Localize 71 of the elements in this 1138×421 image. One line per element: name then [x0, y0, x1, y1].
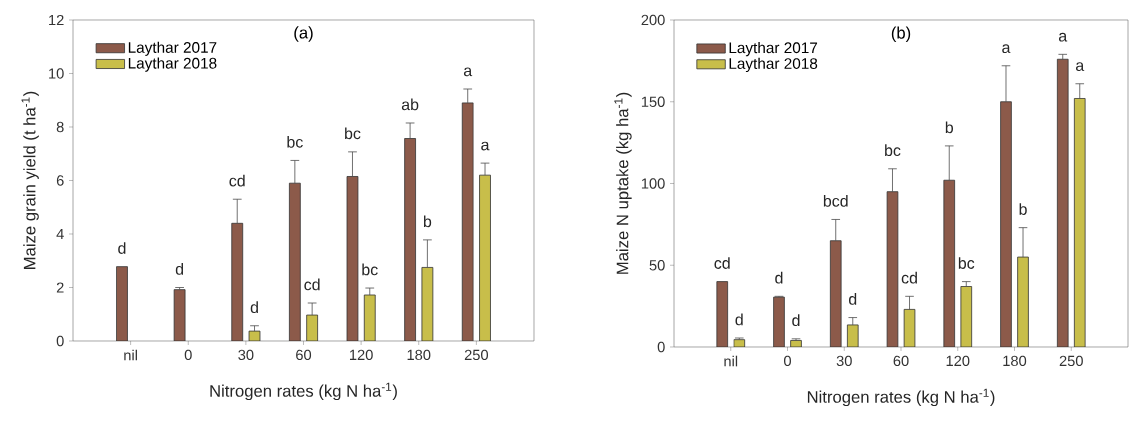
data-label: d — [792, 314, 800, 327]
bar — [116, 266, 128, 341]
data-label: d — [848, 293, 857, 305]
legend-label: Laythar 2018 — [128, 57, 217, 72]
x-tick-label: 120 — [349, 349, 373, 361]
y-axis-title: Maize N uptake (kg ha$^{-1}$) — [614, 92, 632, 274]
y-tick-label: 12 — [49, 14, 64, 26]
x-axis-title: Nitrogen rates (kg N ha$^{-1}$) — [210, 382, 397, 401]
data-label: d — [250, 301, 258, 314]
bar — [288, 182, 301, 341]
y-tick-label: 8 — [56, 121, 64, 133]
x-tick-label: 0 — [184, 349, 192, 361]
y-tick-label: 10 — [49, 68, 64, 79]
data-label: a — [1058, 32, 1068, 42]
y-tick-label: 0 — [56, 335, 64, 347]
data-label: d — [775, 271, 783, 284]
x-tick-label: 250 — [464, 349, 489, 361]
bar — [404, 138, 416, 341]
data-label: d — [735, 313, 743, 326]
x-tick-label: nil — [724, 355, 738, 367]
legend-label: Laythar 2018 — [729, 57, 818, 73]
data-label: d — [175, 263, 184, 275]
y-tick-label: 150 — [641, 96, 665, 107]
x-tick-label: nil — [124, 349, 137, 361]
data-label: d — [118, 242, 126, 254]
bar — [461, 102, 474, 341]
data-label: b — [945, 121, 954, 134]
y-tick-label: 200 — [641, 14, 665, 26]
y-tick-label: 4 — [56, 228, 64, 240]
data-label: cd — [304, 278, 320, 291]
data-label: cd — [229, 174, 245, 187]
x-tick-label: 60 — [893, 355, 909, 367]
chart-title: (a) — [294, 26, 313, 42]
y-tick-label: 6 — [56, 175, 64, 186]
data-label: bc — [287, 135, 303, 148]
y-axis-title: Maize grain yield (t ha$^{-1}$) — [21, 91, 39, 269]
x-tick-label: 250 — [1059, 355, 1083, 367]
bar — [1017, 256, 1029, 347]
y-tick-label: 50 — [649, 260, 665, 271]
x-tick-label: 120 — [946, 355, 970, 367]
data-label: bc — [345, 127, 361, 140]
bar — [1000, 101, 1012, 347]
data-label: a — [481, 141, 490, 151]
x-tick-label: 30 — [836, 355, 852, 367]
chart-title: (b) — [891, 26, 911, 43]
data-label: bc — [958, 257, 975, 269]
data-label: cd — [901, 271, 917, 284]
legend-label: Laythar 2017 — [128, 41, 217, 56]
data-label: ab — [401, 98, 419, 111]
bar — [1073, 98, 1086, 347]
data-label: a — [1075, 62, 1085, 72]
y-tick-label: 2 — [56, 282, 64, 293]
data-label: a — [463, 67, 473, 77]
data-label: b — [423, 215, 432, 228]
bar — [231, 222, 244, 341]
legend-label: Laythar 2017 — [729, 41, 818, 57]
y-tick-label: 0 — [657, 341, 665, 353]
x-tick-label: 180 — [407, 349, 431, 361]
data-label: b — [1019, 203, 1027, 215]
x-axis-title: Nitrogen rates (kg N ha$^{-1}$) — [807, 388, 995, 407]
data-label: bc — [362, 263, 378, 276]
x-tick-label: 0 — [783, 355, 791, 367]
data-label: a — [1002, 44, 1011, 54]
x-tick-label: 180 — [1003, 355, 1027, 367]
x-tick-label: 60 — [296, 349, 312, 361]
data-label: cd — [714, 257, 730, 269]
data-label: bcd — [823, 195, 848, 207]
bar — [479, 174, 491, 341]
x-tick-label: 30 — [238, 349, 254, 361]
data-label: bc — [885, 144, 901, 157]
y-tick-label: 100 — [641, 178, 665, 189]
